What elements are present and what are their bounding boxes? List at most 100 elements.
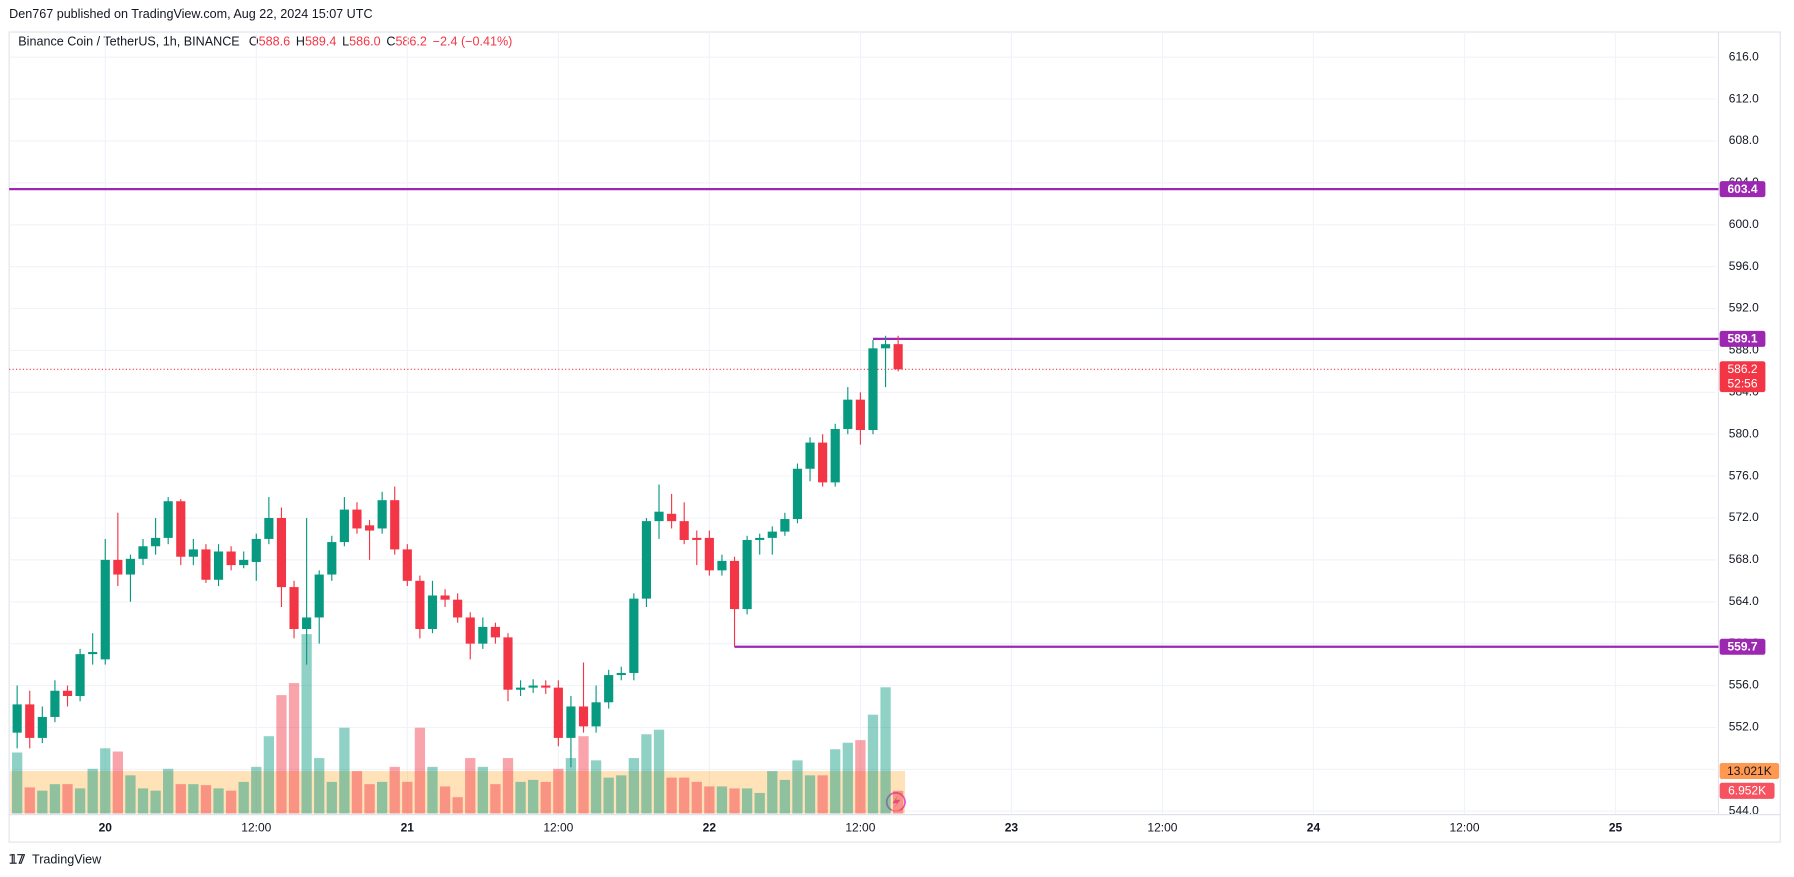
candle-body bbox=[151, 537, 161, 547]
legend-l: 586.0 bbox=[349, 35, 380, 49]
candle-body bbox=[679, 521, 689, 540]
candle-body bbox=[327, 542, 337, 575]
volume-bar bbox=[603, 777, 614, 814]
candle-body bbox=[339, 509, 349, 543]
volume-bar bbox=[741, 788, 753, 814]
y-tick-label: 544.0 bbox=[1729, 803, 1759, 817]
x-tick-label: 12:00 bbox=[241, 821, 271, 835]
grid bbox=[9, 32, 1717, 815]
volume-bar bbox=[855, 740, 866, 814]
candle-body bbox=[163, 501, 173, 538]
volume-bar bbox=[490, 784, 501, 814]
publisher-note: Den767 published on TradingView.com, Aug… bbox=[9, 7, 372, 21]
candle-body bbox=[251, 538, 261, 562]
volume-bar bbox=[729, 788, 740, 814]
candle-body bbox=[490, 626, 500, 638]
x-tick-label: 12:00 bbox=[1147, 821, 1177, 835]
volume-bar bbox=[175, 784, 186, 814]
volume-bar bbox=[452, 797, 463, 814]
volume-bar bbox=[666, 777, 677, 814]
candle-body bbox=[302, 617, 312, 629]
y-tick-label: 580.0 bbox=[1729, 426, 1759, 440]
volume-bar bbox=[804, 775, 816, 814]
volume-bar bbox=[414, 727, 426, 814]
legend-h: 589.4 bbox=[305, 35, 336, 49]
y-tick-label: 556.0 bbox=[1729, 678, 1759, 692]
y-tick-label: 576.0 bbox=[1729, 468, 1759, 482]
candle-body bbox=[729, 560, 740, 610]
level-label: 603.4 bbox=[1727, 182, 1757, 196]
candle-body bbox=[138, 546, 148, 559]
volume-bar bbox=[439, 786, 451, 814]
candle-body bbox=[692, 537, 702, 540]
candle-body bbox=[25, 704, 35, 738]
brand-name: TradingView bbox=[32, 853, 102, 867]
candle-body bbox=[75, 654, 85, 697]
candle-body bbox=[289, 587, 299, 629]
candle-body bbox=[880, 344, 891, 349]
volume-bar bbox=[402, 781, 413, 814]
candle-body bbox=[478, 626, 488, 644]
volume-bar bbox=[653, 729, 665, 814]
volume-bar bbox=[37, 790, 48, 814]
level-label: 589.1 bbox=[1727, 332, 1757, 346]
volume-bar bbox=[200, 785, 212, 814]
legend-h-label: H bbox=[296, 35, 305, 49]
x-tick-label: 24 bbox=[1307, 821, 1321, 835]
volume-bar bbox=[87, 768, 98, 814]
candle-body bbox=[352, 509, 362, 529]
candle-body bbox=[855, 399, 865, 431]
volume-bar bbox=[137, 788, 149, 814]
y-tick-label: 552.0 bbox=[1729, 720, 1759, 734]
volume-bar bbox=[326, 781, 337, 814]
candle-body bbox=[755, 537, 765, 540]
level-label: 559.7 bbox=[1727, 640, 1757, 654]
candle-body bbox=[742, 539, 752, 610]
volume-bar bbox=[641, 734, 652, 814]
candle-body bbox=[717, 560, 727, 571]
volume-bar bbox=[238, 781, 249, 814]
x-tick-label: 20 bbox=[99, 821, 113, 835]
volume-bar bbox=[225, 790, 237, 814]
x-tick-label: 25 bbox=[1609, 821, 1623, 835]
brand-mark: 𝟙𝟟 bbox=[9, 853, 26, 867]
y-tick-label: 568.0 bbox=[1729, 552, 1759, 566]
x-tick-label: 22 bbox=[703, 821, 717, 835]
y-tick-label: 592.0 bbox=[1729, 301, 1759, 315]
legend-l-label: L bbox=[342, 35, 349, 49]
candle-body bbox=[125, 558, 136, 575]
x-tick-label: 12:00 bbox=[543, 821, 573, 835]
candle-body bbox=[629, 598, 639, 673]
candle-body bbox=[591, 702, 601, 727]
volume-ma-area bbox=[10, 771, 906, 814]
last-price-badge bbox=[1719, 361, 1766, 393]
candle-body bbox=[88, 652, 98, 655]
volume-bar bbox=[716, 786, 728, 814]
candle-body bbox=[201, 549, 211, 580]
y-tick-label: 608.0 bbox=[1729, 133, 1759, 147]
level-badge bbox=[1719, 330, 1766, 347]
candle-body bbox=[314, 574, 324, 618]
volume-bar bbox=[590, 760, 602, 814]
volume-bar bbox=[553, 768, 564, 814]
brand: 𝟙𝟟 TradingView bbox=[9, 853, 102, 867]
countdown-label: 52:56 bbox=[1727, 376, 1757, 390]
x-tick-label: 12:00 bbox=[1449, 821, 1479, 835]
volume-ma-badge bbox=[1719, 763, 1780, 780]
volume-ma-label: 13.021K bbox=[1727, 764, 1772, 778]
candle-body bbox=[364, 525, 375, 531]
volume-bar bbox=[188, 784, 199, 814]
volume-bar bbox=[351, 771, 363, 814]
candle-body bbox=[792, 468, 803, 520]
volume-bar bbox=[867, 714, 879, 814]
volume-bar bbox=[540, 781, 551, 814]
candle-body bbox=[427, 595, 438, 629]
volume-bar bbox=[528, 779, 539, 814]
symbol-title: Binance Coin / TetherUS, 1h, BINANCE bbox=[18, 35, 239, 49]
level-badge bbox=[1719, 181, 1766, 198]
candle-body bbox=[37, 716, 47, 738]
volume-bar bbox=[792, 760, 803, 814]
candle-body bbox=[390, 500, 400, 550]
legend-o: 588.6 bbox=[259, 35, 290, 49]
